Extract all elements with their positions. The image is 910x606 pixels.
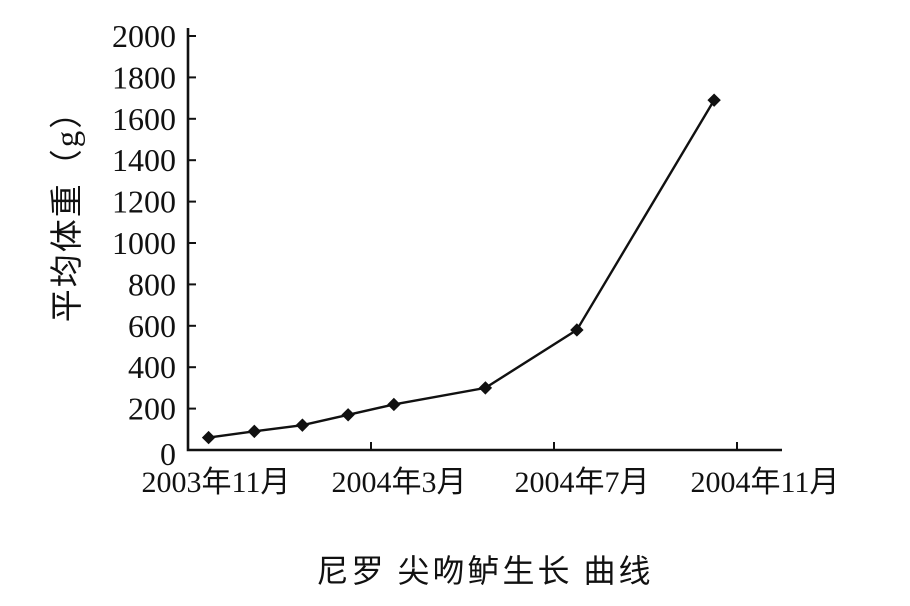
y-tick-label-200: 200 [128,391,176,427]
data-point-marker [478,381,493,395]
data-point-marker [201,430,216,445]
x-tick-label-2: 2004年7月 [515,466,650,499]
y-tick-label-600: 600 [128,308,176,344]
x-tick-label-1: 2004年3月 [332,466,467,499]
y-tick-label-1800: 1800 [112,59,176,95]
y-tick-label-2000: 2000 [112,18,176,54]
x-tick-label-3: 2004年11月 [691,466,840,499]
x-tick-label-0: 2003年11月 [142,466,291,499]
y-tick-label-400: 400 [128,349,176,385]
y-tick-label-800: 800 [128,266,176,302]
y-tick-label-1000: 1000 [112,225,176,261]
chart-title: 尼罗 尖吻鲈生长 曲线 [316,553,654,589]
y-tick-label-1200: 1200 [112,184,176,220]
data-point-marker [341,408,355,422]
y-axis-label: 平均体重（g） [50,93,86,323]
y-tick-label-1600: 1600 [112,101,176,137]
data-point-marker [387,397,401,412]
axes-lines [186,28,782,452]
data-point-marker [707,93,721,107]
data-point-marker [570,323,584,337]
data-point-marker [295,418,310,432]
y-tick-label-0: 0 [160,436,176,472]
data-point-marker [247,424,262,439]
growth-line [208,99,716,439]
y-tick-label-1400: 1400 [112,142,176,178]
